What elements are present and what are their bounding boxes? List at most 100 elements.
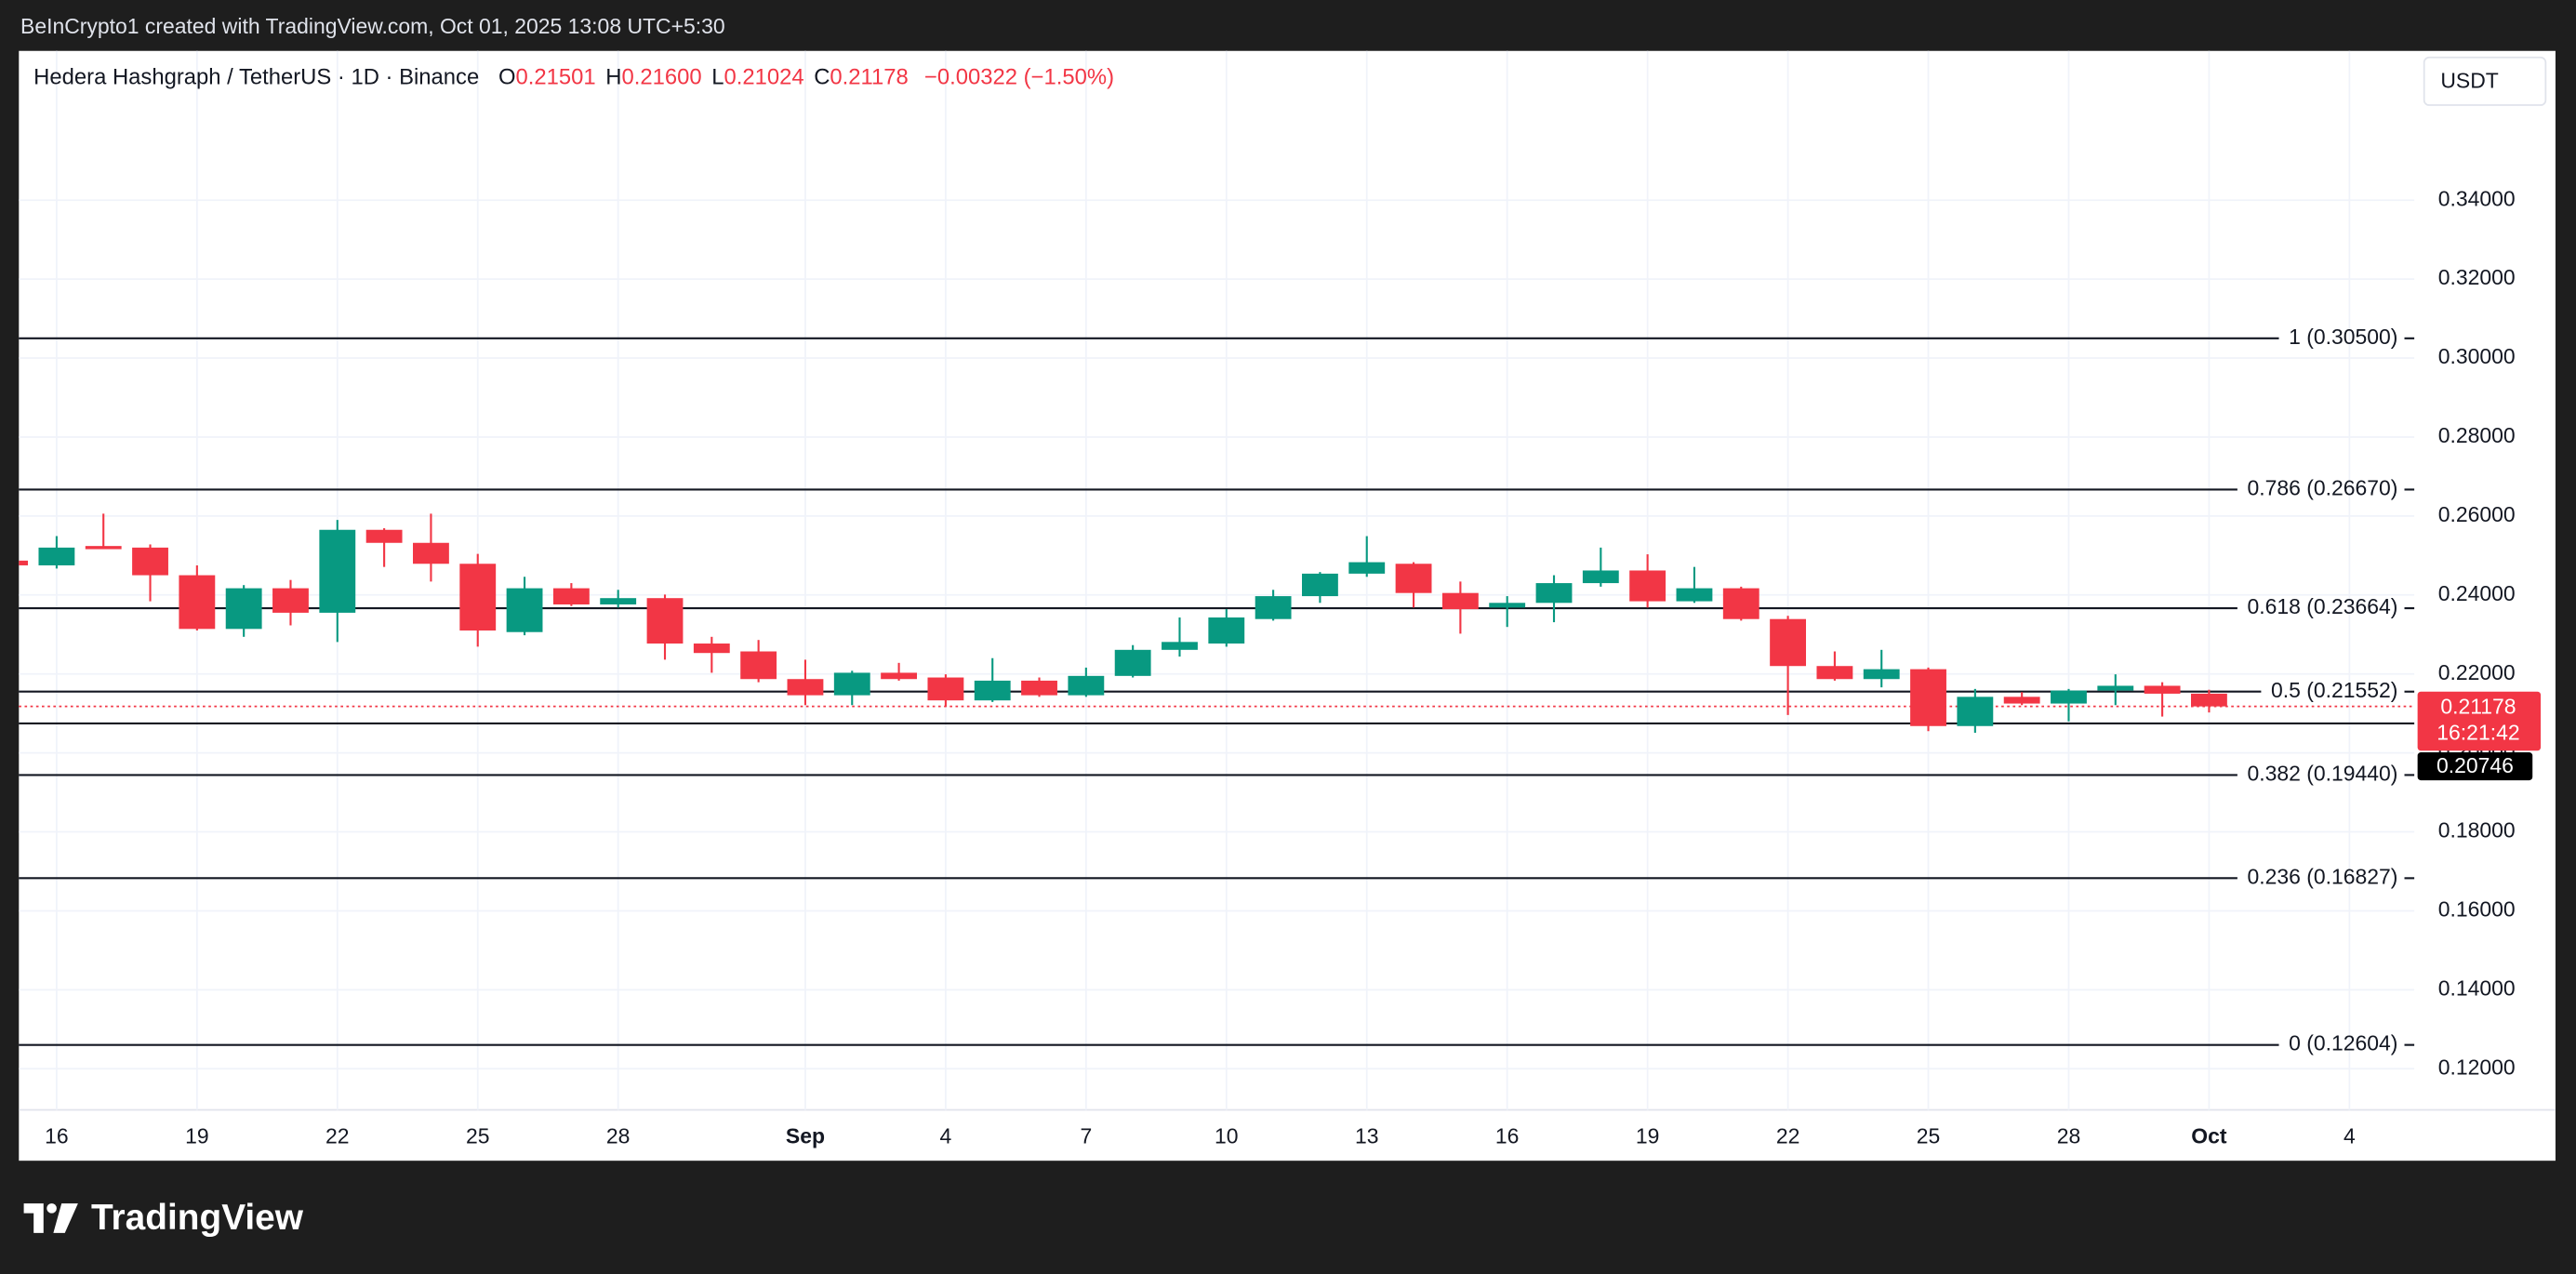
candle-body [927,677,964,701]
y-tick-label: 0.14000 [2438,975,2516,1000]
candle-body [1629,570,1666,602]
legend-key: C [814,65,830,90]
legend-value: 0.21600 [621,65,701,90]
candle-body [1722,588,1759,619]
candle-body [85,546,122,550]
x-tick-label: 25 [1917,1124,1941,1148]
legend-value: 0.21501 [516,65,596,90]
y-tick-label: 0.32000 [2438,265,2516,289]
brand: TradingView [91,1198,304,1238]
logo-shape [23,1203,44,1233]
fib-label: 0.5 (0.21552) [2271,678,2397,702]
candle-body [272,588,309,613]
x-tick-label: Sep [786,1124,825,1148]
candle-body [1535,583,1573,604]
legend-title: Hedera Hashgraph / TetherUS · 1D · Binan… [33,65,479,90]
candle-body [1910,669,1946,726]
fib-label: 0.786 (0.26670) [2247,476,2397,500]
candle-body [1863,669,1900,680]
logo-shape [53,1203,78,1233]
x-tick-label: Oct [2191,1124,2227,1148]
watermark: BeInCrypto1 created with TradingView.com… [20,14,725,38]
candle-body [413,542,449,564]
last-price-box [2417,691,2542,751]
y-tick-label: 0.24000 [2438,581,2516,605]
candle-body [833,672,870,696]
fib-label: 0 (0.12604) [2289,1031,2397,1055]
x-tick-label: 25 [466,1124,490,1148]
candle-body [459,564,497,631]
legend-key: L [711,65,724,90]
candle-body [38,547,75,565]
candle-body [179,575,216,630]
x-tick-label: 19 [1636,1124,1660,1148]
candle-body [1395,564,1432,593]
x-tick-label: 19 [185,1124,209,1148]
y-tick-label: 0.28000 [2438,423,2516,447]
x-tick-label: 13 [1355,1124,1379,1148]
countdown-label: 16:21:42 [2437,721,2519,745]
fib-label: 0.618 (0.23664) [2247,594,2397,618]
y-tick-label: 0.12000 [2438,1055,2516,1079]
candle-body [693,644,730,654]
logo-shape [46,1203,57,1214]
support-box [2417,752,2533,781]
candle-body [881,672,918,680]
axes: 0.120000.140000.160000.180000.200000.220… [45,186,2542,1148]
y-tick-label: 0.26000 [2438,502,2516,526]
x-tick-label: 28 [606,1124,631,1148]
candle-body [2051,690,2087,704]
candle-body [1068,675,1105,696]
candle-body [600,598,637,604]
candle-body [2144,685,2181,694]
legend: Hedera Hashgraph / TetherUS · 1D · Binan… [33,65,1114,90]
currency-label[interactable]: USDT [2440,68,2498,92]
candle-body [1255,596,1292,619]
candle-body [1348,562,1386,574]
candle-body [787,679,824,696]
candle-body [225,588,262,630]
legend-value: 0.21024 [724,65,803,90]
candle-body [19,560,29,565]
candle-body [552,588,590,604]
legend-value: 0.21178 [830,65,908,90]
x-tick-label: 22 [1776,1124,1800,1148]
candle-body [740,651,777,680]
candle-body [319,529,356,613]
candle-body [1114,649,1151,676]
y-tick-label: 0.22000 [2438,660,2516,684]
y-tick-label: 0.30000 [2438,344,2516,368]
legend-key: O [498,65,516,90]
candle-body [1816,666,1853,680]
legend-items: O0.21501 H0.21600 L0.21024 C0.21178 [498,65,909,90]
legend-change: −0.00322 (−1.50%) [924,65,1114,90]
brand-logo [23,1203,78,1233]
currency-button[interactable] [2423,56,2547,106]
fib-label: 0.382 (0.19440) [2247,761,2397,785]
candle-body [1162,642,1198,650]
candle-body [2097,685,2134,691]
y-tick-label: 0.34000 [2438,186,2516,210]
candle-body [1957,697,1994,726]
candle-body [365,529,403,543]
x-tick-label: 16 [45,1124,69,1148]
candle-body [1676,588,1713,602]
candle-body [1302,573,1338,597]
candle-body [646,598,684,644]
candle-body [1770,618,1807,667]
candle-body [2191,693,2227,707]
candle-body [132,547,168,576]
x-tick-label: 28 [2057,1124,2081,1148]
x-tick-label: 4 [940,1124,952,1148]
candle-body [2003,697,2040,704]
levels: 1 (0.30500) 0.786 (0.26670) 0.618 (0.23664… [19,325,2415,1055]
candle-body [1021,680,1057,696]
x-tick-label: 22 [325,1124,350,1148]
legend-key: H [605,65,621,90]
fib-label: 0.236 (0.16827) [2247,864,2397,888]
x-tick-label: 7 [1080,1124,1092,1148]
x-tick-label: 10 [1215,1124,1239,1148]
candle-body [1441,592,1479,610]
support-label: 0.20746 [2437,753,2514,777]
